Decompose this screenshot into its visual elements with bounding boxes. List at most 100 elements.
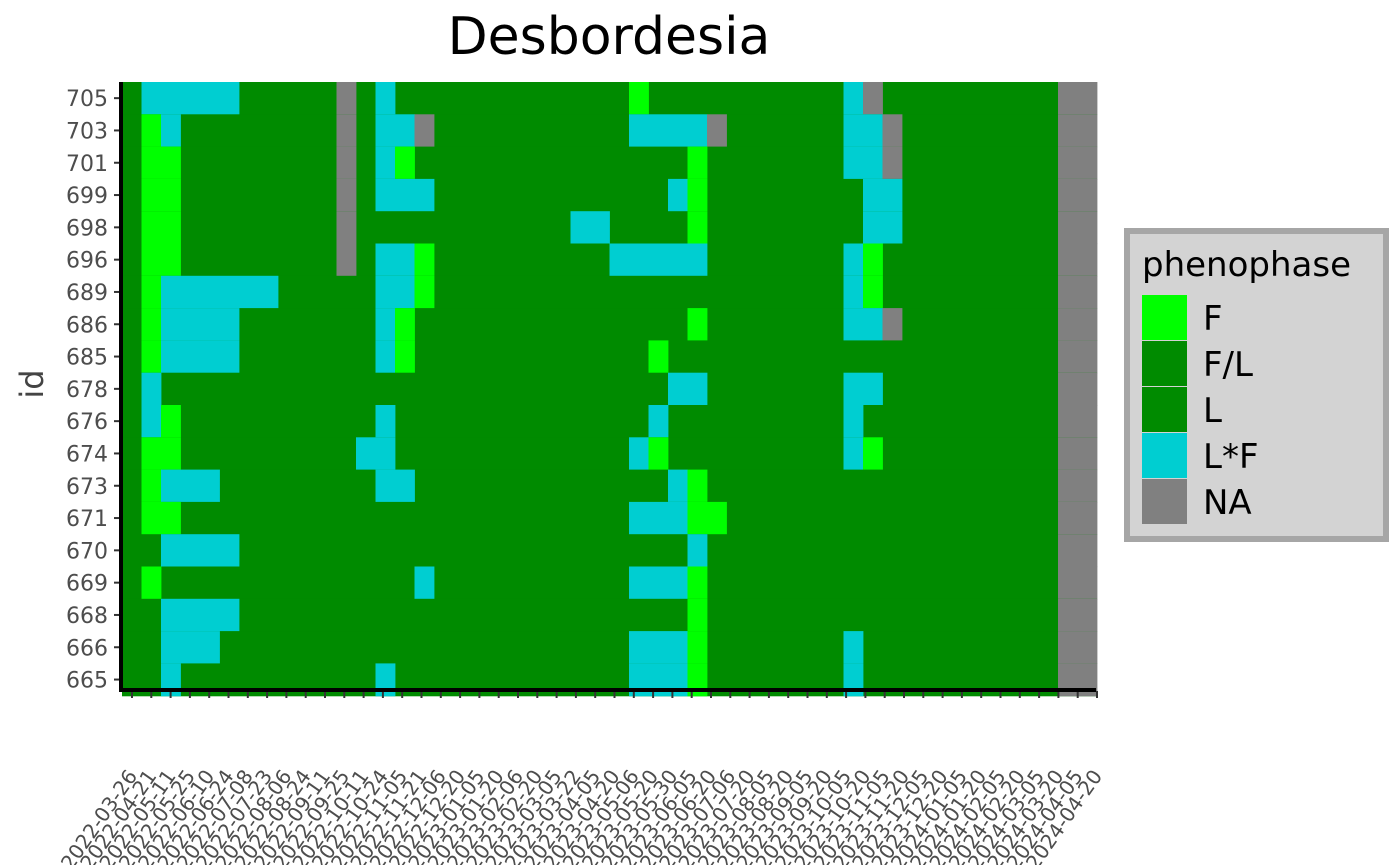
heatmap-cell	[141, 308, 162, 341]
heatmap-cell	[648, 437, 669, 471]
y-tick-label: 669	[66, 572, 108, 597]
heatmap-cell	[843, 275, 864, 309]
heatmap-row-669	[122, 566, 1097, 600]
heatmap-row-676	[122, 405, 1097, 438]
heatmap-cell	[687, 211, 708, 245]
heatmap-cell	[414, 275, 435, 309]
heatmap-row-673	[122, 469, 1097, 503]
heatmap-cell	[141, 437, 181, 471]
heatmap-row-703	[122, 114, 1097, 148]
heatmap-cell	[687, 469, 708, 503]
heatmap-cell	[336, 178, 357, 212]
heatmap-cell	[843, 243, 864, 277]
heatmap-cell	[609, 243, 708, 277]
legend-swatch	[1142, 341, 1187, 386]
y-tick-label: 676	[66, 410, 108, 435]
y-tick-label: 701	[66, 152, 108, 177]
heatmap-cell	[843, 631, 864, 664]
heatmap-cell	[1058, 501, 1098, 535]
heatmap-cell	[707, 114, 727, 148]
axis-lines	[119, 82, 1096, 692]
heatmap-cell	[1058, 437, 1098, 471]
y-tick-label: 686	[66, 313, 108, 338]
heatmap-cell	[668, 178, 688, 212]
heatmap-cell	[843, 308, 883, 341]
heatmap-cell	[375, 146, 396, 180]
heatmap-cell	[395, 308, 415, 341]
heatmap-cell	[1058, 631, 1098, 664]
y-tick-label: 673	[66, 475, 108, 500]
heatmap-cell	[375, 82, 396, 115]
heatmap-cell	[863, 275, 883, 309]
heatmap-cell	[1058, 146, 1098, 180]
heatmap-row-705	[122, 82, 1097, 115]
heatmap-row-699	[122, 178, 1097, 212]
heatmap-cell	[1058, 372, 1098, 406]
heatmap-cell	[843, 146, 883, 180]
heatmap-cell	[141, 501, 181, 535]
heatmap-cell	[1058, 308, 1098, 341]
legend-entries: F F/L L L*F NA	[1142, 295, 1259, 524]
legend-swatch	[1142, 387, 1187, 432]
heatmap-cell	[629, 114, 708, 148]
heatmap-cell	[687, 598, 708, 632]
heatmap-cell	[141, 146, 181, 180]
heatmap-cell	[1058, 598, 1098, 632]
heatmap-cell	[161, 598, 240, 632]
heatmap-cell	[843, 372, 883, 406]
heatmap-cell	[141, 372, 162, 406]
legend-label: F/L	[1203, 345, 1253, 385]
heatmap-cell	[375, 308, 396, 341]
heatmap-cell	[843, 114, 883, 148]
heatmap-cell	[687, 308, 708, 341]
legend-label: L	[1203, 391, 1222, 431]
heatmap-cell	[629, 437, 649, 471]
y-tick-label: 666	[66, 636, 108, 661]
y-tick-label: 685	[66, 346, 108, 371]
y-tick-label: 670	[66, 539, 108, 564]
heatmap-cell	[161, 340, 240, 374]
heatmap-cells	[122, 82, 1098, 697]
legend-title: phenophase	[1142, 245, 1351, 285]
heatmap-cell	[141, 566, 162, 600]
heatmap-cell	[843, 82, 864, 115]
y-tick-label: 671	[66, 507, 108, 532]
heatmap-cell	[141, 340, 162, 374]
heatmap-cell	[1058, 534, 1098, 568]
heatmap-cell	[863, 178, 903, 212]
legend: phenophase F F/L L L*F NA	[1124, 228, 1389, 542]
heatmap-cell	[1058, 243, 1098, 277]
heatmap-cell	[570, 211, 610, 245]
heatmap-cell	[648, 340, 669, 374]
heatmap-row-701	[122, 146, 1097, 180]
legend-swatch	[1142, 479, 1187, 524]
y-tick-label: 689	[66, 281, 108, 306]
heatmap-cell	[141, 405, 162, 438]
y-tick-label: 703	[66, 119, 108, 144]
chart-title: Desbordesia	[448, 7, 771, 67]
heatmap-cell	[1058, 114, 1098, 148]
y-tick-label: 705	[66, 87, 108, 112]
heatmap-row-666	[122, 631, 1097, 664]
heatmap-cell	[161, 534, 240, 568]
heatmap-cell	[629, 82, 649, 115]
heatmap-cell	[1058, 405, 1098, 438]
heatmap-cell	[687, 178, 708, 212]
heatmap-cell	[687, 534, 708, 568]
heatmap-row-668	[122, 598, 1097, 632]
y-tick-label: 678	[66, 378, 108, 403]
heatmap-cell	[687, 146, 708, 180]
heatmap-cell	[629, 631, 688, 664]
legend-swatch	[1142, 433, 1187, 478]
heatmap-cell	[414, 566, 435, 600]
heatmap-cell	[629, 566, 688, 600]
x-axis: 2022-03-262022-04-212022-05-112022-05-25…	[56, 691, 1107, 865]
heatmap-cell	[161, 275, 279, 309]
heatmap-cell	[161, 469, 220, 503]
heatmap-cell	[161, 405, 181, 438]
y-tick-label: 699	[66, 184, 108, 209]
heatmap-cell	[375, 469, 415, 503]
y-tick-label: 665	[66, 669, 108, 694]
heatmap-row-670	[122, 534, 1097, 568]
